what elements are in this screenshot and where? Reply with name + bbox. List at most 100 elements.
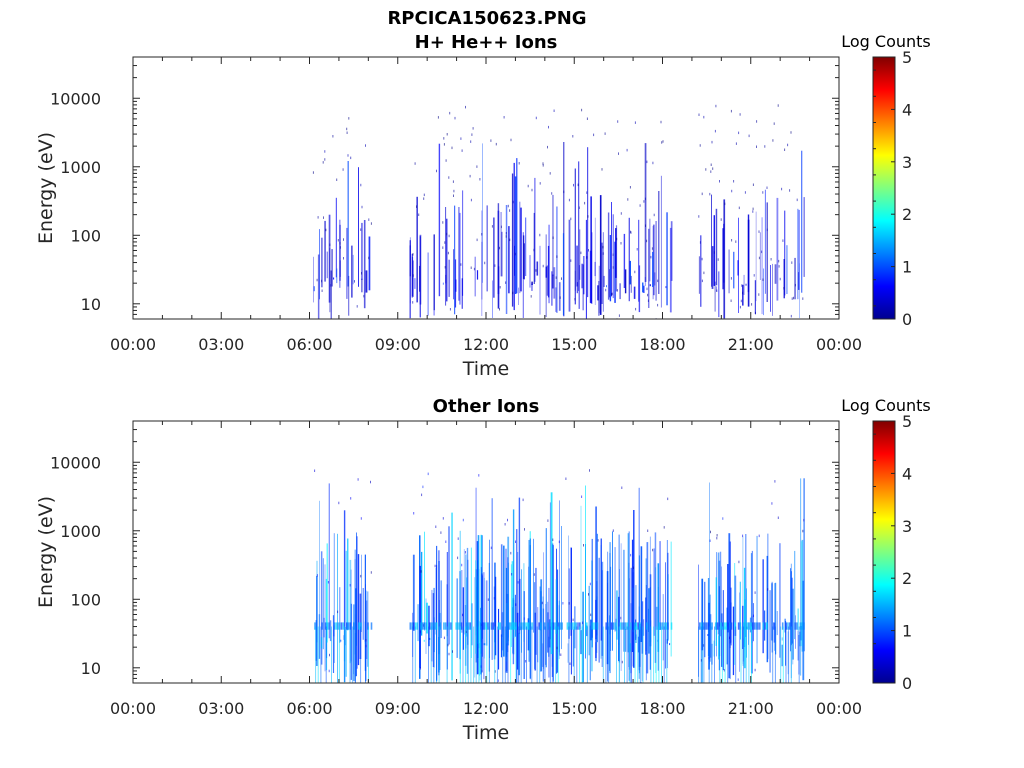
spectrogram-dot bbox=[509, 209, 511, 212]
energy-band-cell bbox=[337, 622, 339, 630]
spectrogram-dot bbox=[360, 183, 362, 187]
spectrogram-dot bbox=[653, 213, 655, 217]
spectrogram-dot bbox=[621, 486, 623, 489]
spectrogram-dot bbox=[657, 279, 659, 283]
spectrogram-dot bbox=[583, 544, 584, 547]
energy-band-cell bbox=[626, 622, 629, 630]
spectrogram-streak bbox=[459, 571, 461, 660]
spectrogram-dot bbox=[578, 206, 580, 209]
spectrogram-streak bbox=[448, 526, 450, 645]
spectrogram-streak bbox=[438, 143, 441, 297]
spectrogram-dot bbox=[512, 200, 514, 204]
spectrogram-dot bbox=[643, 200, 645, 203]
spectrogram-dot bbox=[587, 215, 589, 218]
energy-band-cell bbox=[734, 622, 736, 630]
spectrogram-streak bbox=[339, 224, 341, 281]
spectrogram-streak bbox=[548, 224, 550, 304]
energy-band-cell bbox=[716, 622, 719, 630]
energy-band-cell bbox=[711, 622, 713, 630]
spectrogram-streak bbox=[536, 261, 539, 276]
spectrogram-streak bbox=[519, 578, 521, 631]
energy-band-cell bbox=[346, 622, 348, 630]
spectrogram-dot bbox=[327, 581, 329, 584]
spectrogram-dot bbox=[569, 662, 571, 665]
spectrogram-streak bbox=[786, 245, 788, 294]
energy-band-cell bbox=[326, 622, 329, 630]
spectrogram-streak bbox=[709, 594, 711, 632]
spectrogram-dot bbox=[499, 286, 501, 289]
spectrogram-dot bbox=[479, 178, 481, 181]
energy-band-cell bbox=[360, 622, 362, 630]
spectrogram-dot bbox=[443, 636, 445, 640]
spectrogram-streak bbox=[576, 626, 578, 683]
spectrogram-dot bbox=[434, 564, 436, 568]
spectrogram-dot bbox=[620, 212, 622, 215]
energy-band-cell bbox=[573, 622, 576, 630]
energy-band-cell bbox=[527, 622, 530, 630]
spectrogram-dot bbox=[497, 679, 499, 682]
energy-band-cell bbox=[480, 622, 482, 630]
energy-band-cell bbox=[531, 622, 533, 630]
energy-band-cell bbox=[631, 622, 634, 630]
spectrogram-dot bbox=[324, 158, 326, 161]
x-tick-label: 12:00 bbox=[463, 699, 509, 718]
spectrogram-streak bbox=[629, 260, 631, 285]
spectrogram-dot bbox=[730, 109, 732, 113]
spectrogram-streak bbox=[438, 561, 440, 655]
energy-band-cell bbox=[568, 622, 570, 630]
spectrogram-streak bbox=[723, 199, 726, 319]
spectrogram-streak bbox=[461, 570, 463, 633]
spectrogram-dot bbox=[350, 497, 352, 500]
energy-band-cell bbox=[487, 622, 489, 630]
spectrogram-dot bbox=[437, 116, 439, 119]
energy-band-cell bbox=[349, 622, 352, 630]
x-tick-label: 18:00 bbox=[639, 699, 685, 718]
spectrogram-streak bbox=[799, 263, 800, 319]
spectrogram-streak bbox=[767, 533, 769, 659]
spectrogram-dot bbox=[470, 140, 472, 143]
spectrogram-dot bbox=[539, 233, 541, 237]
spectrogram-dot bbox=[581, 495, 583, 498]
spectrogram-dot bbox=[316, 574, 318, 577]
spectrogram-streak bbox=[704, 581, 706, 658]
spectrogram-dot bbox=[752, 210, 754, 213]
spectrogram-streak bbox=[745, 283, 747, 286]
spectrogram-dot bbox=[740, 299, 742, 303]
spectrogram-streak bbox=[659, 541, 661, 630]
spectrogram-dot bbox=[713, 251, 715, 254]
spectrogram-dot bbox=[791, 261, 793, 264]
spectrogram-streak bbox=[428, 637, 431, 640]
spectrogram-dot bbox=[507, 204, 509, 208]
spectrogram-streak bbox=[528, 540, 530, 662]
spectrogram-dot bbox=[777, 104, 779, 107]
spectrogram-dot bbox=[562, 602, 564, 605]
x-tick-label: 00:00 bbox=[110, 699, 156, 718]
energy-band-cell bbox=[529, 622, 532, 630]
spectrogram-dot bbox=[705, 168, 707, 171]
spectrogram-dot bbox=[317, 216, 319, 219]
x-tick-label: 03:00 bbox=[198, 335, 244, 354]
spectrogram-dot bbox=[770, 258, 772, 261]
spectrogram-streak bbox=[573, 626, 575, 683]
spectrogram-streak bbox=[772, 263, 773, 316]
spectrogram-streak bbox=[655, 606, 658, 630]
y-tick-label: 100 bbox=[70, 590, 101, 609]
y-tick-label: 10000 bbox=[50, 89, 101, 108]
spectrogram-streak bbox=[603, 275, 605, 287]
energy-band-cell bbox=[511, 622, 514, 630]
spectrogram-dot bbox=[568, 198, 570, 202]
energy-band-cell bbox=[727, 622, 729, 630]
spectrogram-streak bbox=[433, 626, 435, 683]
energy-band-cell bbox=[499, 622, 502, 630]
spectrogram-streak bbox=[589, 250, 592, 303]
energy-band-cell bbox=[781, 622, 784, 630]
energy-band-cell bbox=[409, 622, 412, 630]
energy-band-cell bbox=[469, 622, 472, 630]
energy-band-cell bbox=[430, 622, 433, 630]
energy-band-cell bbox=[421, 622, 424, 630]
spectrogram-streak bbox=[801, 541, 803, 647]
spectrogram-dot bbox=[597, 539, 599, 542]
spectrogram-dot bbox=[412, 274, 414, 277]
spectrogram-dot bbox=[634, 121, 636, 124]
spectrogram-dot bbox=[758, 230, 760, 233]
